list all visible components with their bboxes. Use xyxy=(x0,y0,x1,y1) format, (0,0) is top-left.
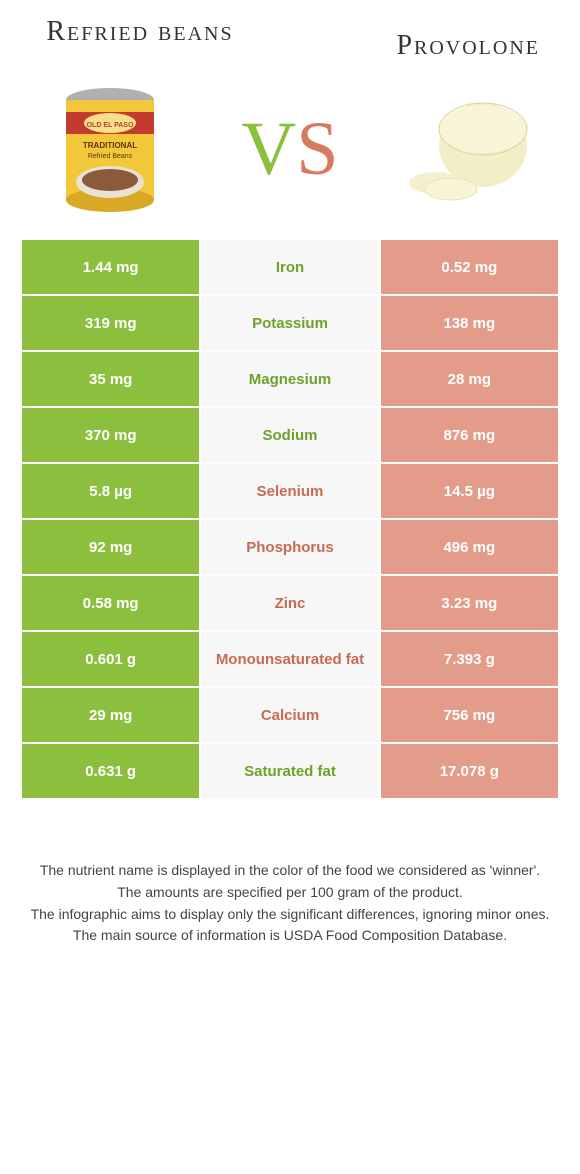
footnote-line: The nutrient name is displayed in the co… xyxy=(30,860,550,882)
nutrient-name: Calcium xyxy=(201,688,378,742)
value-right: 14.5 µg xyxy=(381,464,558,518)
value-right: 28 mg xyxy=(381,352,558,406)
food-image-left: OLD EL PASO TRADITIONAL Refried Beans xyxy=(40,84,180,214)
nutrient-name: Potassium xyxy=(201,296,378,350)
value-left: 35 mg xyxy=(22,352,199,406)
svg-text:TRADITIONAL: TRADITIONAL xyxy=(83,141,137,150)
value-left: 29 mg xyxy=(22,688,199,742)
table-row: 319 mgPotassium138 mg xyxy=(22,296,558,350)
value-right: 756 mg xyxy=(381,688,558,742)
footnotes: The nutrient name is displayed in the co… xyxy=(0,800,580,947)
value-right: 138 mg xyxy=(381,296,558,350)
food-image-right xyxy=(400,84,540,214)
nutrient-table: 1.44 mgIron0.52 mg319 mgPotassium138 mg3… xyxy=(22,240,558,798)
table-row: 5.8 µgSelenium14.5 µg xyxy=(22,464,558,518)
table-row: 35 mgMagnesium28 mg xyxy=(22,352,558,406)
value-right: 496 mg xyxy=(381,520,558,574)
nutrient-name: Saturated fat xyxy=(201,744,378,798)
vs-label: VS xyxy=(241,106,338,193)
table-row: 0.601 gMonounsaturated fat7.393 g xyxy=(22,632,558,686)
value-left: 0.58 mg xyxy=(22,576,199,630)
nutrient-name: Phosphorus xyxy=(201,520,378,574)
header: Refried beans Provolone xyxy=(0,0,580,66)
svg-text:Refried Beans: Refried Beans xyxy=(88,153,133,160)
nutrient-name: Magnesium xyxy=(201,352,378,406)
value-right: 17.078 g xyxy=(381,744,558,798)
value-right: 7.393 g xyxy=(381,632,558,686)
value-left: 1.44 mg xyxy=(22,240,199,294)
value-left: 370 mg xyxy=(22,408,199,462)
vs-s: S xyxy=(296,107,338,191)
value-left: 0.601 g xyxy=(22,632,199,686)
footnote-line: The main source of information is USDA F… xyxy=(30,925,550,947)
footnote-line: The amounts are specified per 100 gram o… xyxy=(30,882,550,904)
nutrient-name: Iron xyxy=(201,240,378,294)
nutrient-name: Selenium xyxy=(201,464,378,518)
value-left: 92 mg xyxy=(22,520,199,574)
value-right: 0.52 mg xyxy=(381,240,558,294)
nutrient-name: Monounsaturated fat xyxy=(201,632,378,686)
table-row: 1.44 mgIron0.52 mg xyxy=(22,240,558,294)
images-row: OLD EL PASO TRADITIONAL Refried Beans VS xyxy=(0,66,580,240)
nutrient-name: Sodium xyxy=(201,408,378,462)
table-row: 0.58 mgZinc3.23 mg xyxy=(22,576,558,630)
value-right: 876 mg xyxy=(381,408,558,462)
value-left: 0.631 g xyxy=(22,744,199,798)
nutrient-name: Zinc xyxy=(201,576,378,630)
vs-v: V xyxy=(241,107,296,191)
value-left: 319 mg xyxy=(22,296,199,350)
food-title-right: Provolone xyxy=(320,16,540,62)
table-row: 0.631 gSaturated fat17.078 g xyxy=(22,744,558,798)
food-title-left: Refried beans xyxy=(40,16,240,48)
table-row: 92 mgPhosphorus496 mg xyxy=(22,520,558,574)
value-right: 3.23 mg xyxy=(381,576,558,630)
footnote-line: The infographic aims to display only the… xyxy=(30,904,550,926)
svg-text:OLD EL PASO: OLD EL PASO xyxy=(87,122,134,129)
table-row: 370 mgSodium876 mg xyxy=(22,408,558,462)
value-left: 5.8 µg xyxy=(22,464,199,518)
table-row: 29 mgCalcium756 mg xyxy=(22,688,558,742)
